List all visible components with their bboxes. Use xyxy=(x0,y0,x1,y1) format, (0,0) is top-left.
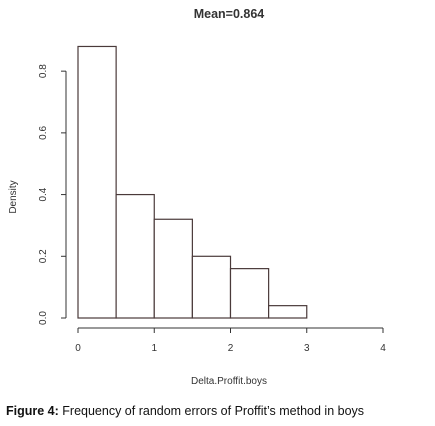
caption-text: Frequency of random errors of Proffit’s … xyxy=(58,404,365,418)
x-tick-label-3: 3 xyxy=(304,343,310,354)
y-tick-label-1: 0.2 xyxy=(38,249,49,263)
histogram-plot: 0 1 2 3 4 0.0 0.2 0.4 0.6 0.8 Mean=0.864 Delta.P… xyxy=(8,7,386,387)
x-tick-label-2: 2 xyxy=(228,343,234,354)
x-tick-label-0: 0 xyxy=(75,343,81,354)
histogram-bar-4 xyxy=(191,255,232,319)
chart-title: Mean=0.864 xyxy=(194,7,265,21)
histogram-bar-2 xyxy=(115,193,155,319)
figure-caption: Figure 4: Frequency of random errors of … xyxy=(6,403,434,419)
bars-group xyxy=(77,45,308,319)
caption-label: Figure 4: xyxy=(6,404,59,418)
x-tick-label-4: 4 xyxy=(380,343,386,354)
histogram-bar-1 xyxy=(77,45,117,319)
x-tick-label-1: 1 xyxy=(151,343,157,354)
histogram-bar-6 xyxy=(268,305,308,319)
y-axis: 0.0 0.2 0.4 0.6 0.8 xyxy=(38,64,67,325)
histogram-bar-5 xyxy=(229,268,270,319)
y-tick-label-4: 0.8 xyxy=(38,64,49,78)
y-tick-label-2: 0.4 xyxy=(38,187,49,201)
histogram-bar-3 xyxy=(153,218,193,319)
x-axis: 0 1 2 3 4 xyxy=(75,327,386,354)
x-axis-label: Delta.Proffit.boys xyxy=(191,376,267,387)
y-tick-label-3: 0.6 xyxy=(38,125,49,139)
y-axis-label: Density xyxy=(8,180,19,213)
y-tick-label-0: 0.0 xyxy=(38,311,49,325)
